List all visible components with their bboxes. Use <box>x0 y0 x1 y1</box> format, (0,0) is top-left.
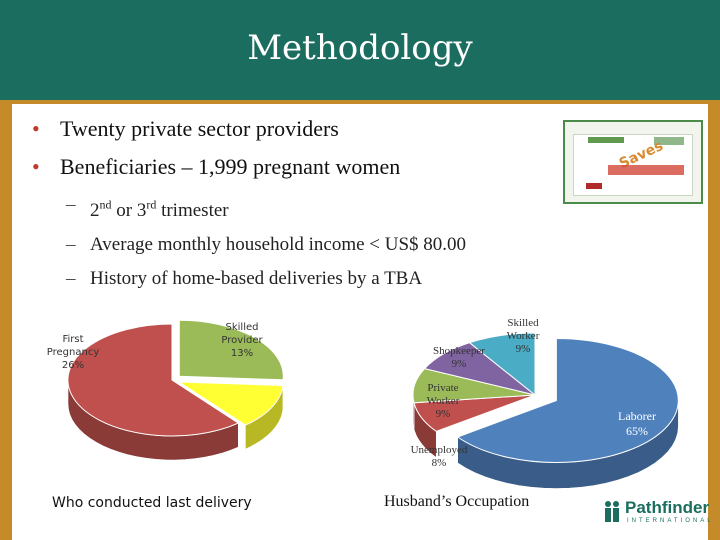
bullet-item: • Twenty private sector providers <box>24 110 564 148</box>
dash-icon: – <box>66 234 76 256</box>
pie-label-shopkeeper: Shopkeeper 9% <box>433 345 485 370</box>
sub-bullet-text: 2nd or 3rd trimester <box>90 198 229 222</box>
card-script-band <box>608 165 684 175</box>
pie-label-skilled-worker: Skilled Worker 9% <box>506 317 540 355</box>
sub-bullet-text: History of home-based deliveries by a TB… <box>90 268 423 290</box>
bullet-dot-icon: • <box>32 116 40 141</box>
saves-card-photo: Saves <box>563 120 703 204</box>
dash-icon: – <box>66 194 76 215</box>
pathfinder-logo: Pathfinder INTERNATIONAL <box>603 498 711 530</box>
bullet-text: Twenty private sector providers <box>60 116 339 141</box>
dash-icon: – <box>66 268 76 290</box>
card-header-strip <box>588 137 624 143</box>
saves-card-inner: Saves <box>573 134 693 196</box>
delivery-pie-chart <box>67 319 284 461</box>
pie-label-unemployed: Unemployed 8% <box>410 444 468 469</box>
occupation-pie-chart <box>412 332 679 489</box>
pie-slice-laborer <box>456 337 679 463</box>
pie-label-skilled-provider: Skilled Provider 13% <box>221 322 263 359</box>
pie-slice-skilled-worker <box>468 332 536 397</box>
left-accent-bar <box>0 0 12 540</box>
pie-label-first-pregnancy: First Pregnancy 26% <box>46 334 100 371</box>
pathfinder-people-icon <box>605 501 619 522</box>
sub-bullet-item: – 2nd or 3rd trimester <box>24 188 564 228</box>
logo-subtitle: INTERNATIONAL <box>627 518 714 524</box>
pie-slice-first-pregnancy <box>178 319 284 381</box>
bullet-dot-icon: • <box>32 154 40 179</box>
title-divider <box>0 100 720 104</box>
right-accent-bar <box>708 0 720 540</box>
title-banner <box>0 0 720 100</box>
pie-label-private-worker: Private Worker 9% <box>426 382 460 420</box>
sub-bullet-text: Average monthly household income < US$ 8… <box>90 234 467 256</box>
slide-title: Methodology <box>247 28 473 68</box>
bullet-item: • Beneficiaries – 1,999 pregnant women <box>24 148 564 186</box>
bullet-list: • Twenty private sector providers • Bene… <box>24 110 564 296</box>
bullet-text: Beneficiaries – 1,999 pregnant women <box>60 154 401 179</box>
logo-name: Pathfinder <box>625 498 710 517</box>
sub-bullet-item: – Average monthly household income < US$… <box>24 228 564 262</box>
card-usaid-mark <box>586 183 602 189</box>
pie-slice-skilled-provider <box>177 381 284 426</box>
pie-slice-unlabeled <box>67 323 240 437</box>
chart-caption-occupation: Husband’s Occupation <box>384 493 530 510</box>
card-logo-strip <box>654 137 684 145</box>
sub-bullet-item: – History of home-based deliveries by a … <box>24 262 564 296</box>
pie-label-laborer: Laborer 65% <box>618 409 656 438</box>
chart-caption-delivery: Who conducted last delivery <box>52 495 252 511</box>
